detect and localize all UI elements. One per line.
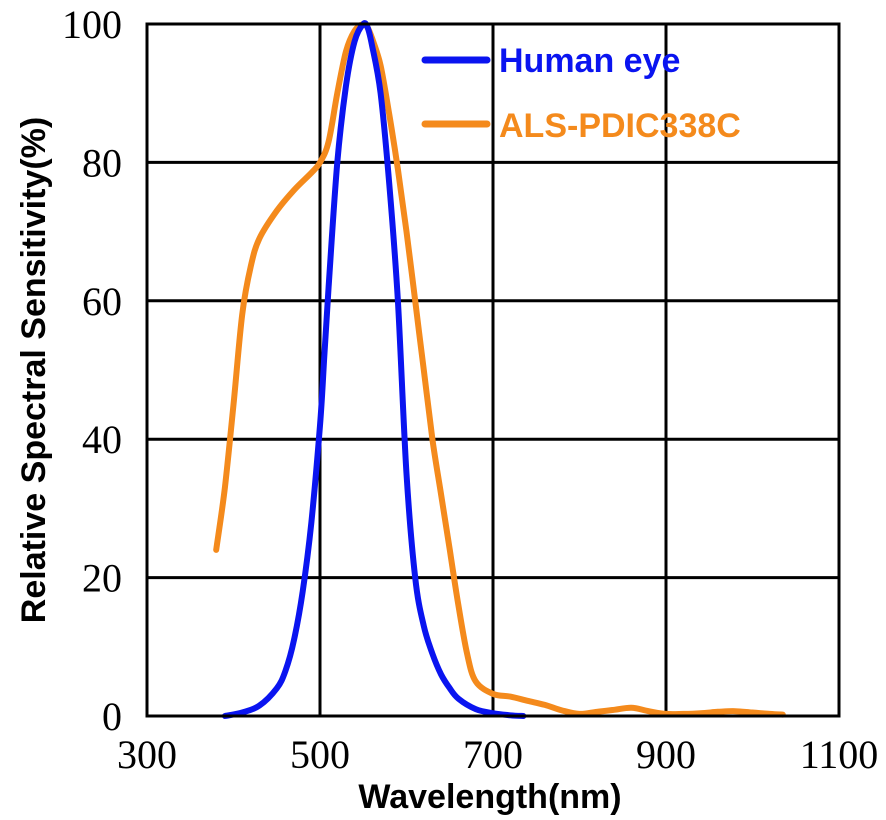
series-lines (213, 20, 786, 719)
grid (147, 24, 839, 716)
y-tick-label: 100 (62, 2, 122, 47)
tick-labels: 300 500 700 900 1100 0 20 40 60 80 100 (62, 2, 878, 777)
x-tick-label: 500 (290, 732, 350, 777)
x-axis-label: Wavelength(nm) (358, 778, 621, 816)
y-tick-label: 40 (82, 417, 122, 462)
x-tick-label: 900 (636, 732, 696, 777)
legend-label-human-eye: Human eye (499, 42, 680, 80)
y-tick-label: 60 (82, 279, 122, 324)
series-line-human-eye (221, 20, 527, 719)
y-tick-label: 0 (102, 694, 122, 739)
legend-label-als-pdic338c: ALS-PDIC338C (499, 107, 741, 145)
x-tick-label: 1100 (800, 732, 879, 777)
x-tick-label: 700 (463, 732, 523, 777)
series-line-als-pdic338c (213, 20, 786, 718)
legend: Human eye ALS-PDIC338C (421, 42, 741, 145)
plot-frame (145, 22, 841, 718)
y-tick-label: 20 (82, 556, 122, 601)
y-tick-label: 80 (82, 140, 122, 185)
y-axis-label: Relative Spectral Sensitivity(%) (15, 117, 53, 623)
x-tick-label: 300 (117, 732, 177, 777)
